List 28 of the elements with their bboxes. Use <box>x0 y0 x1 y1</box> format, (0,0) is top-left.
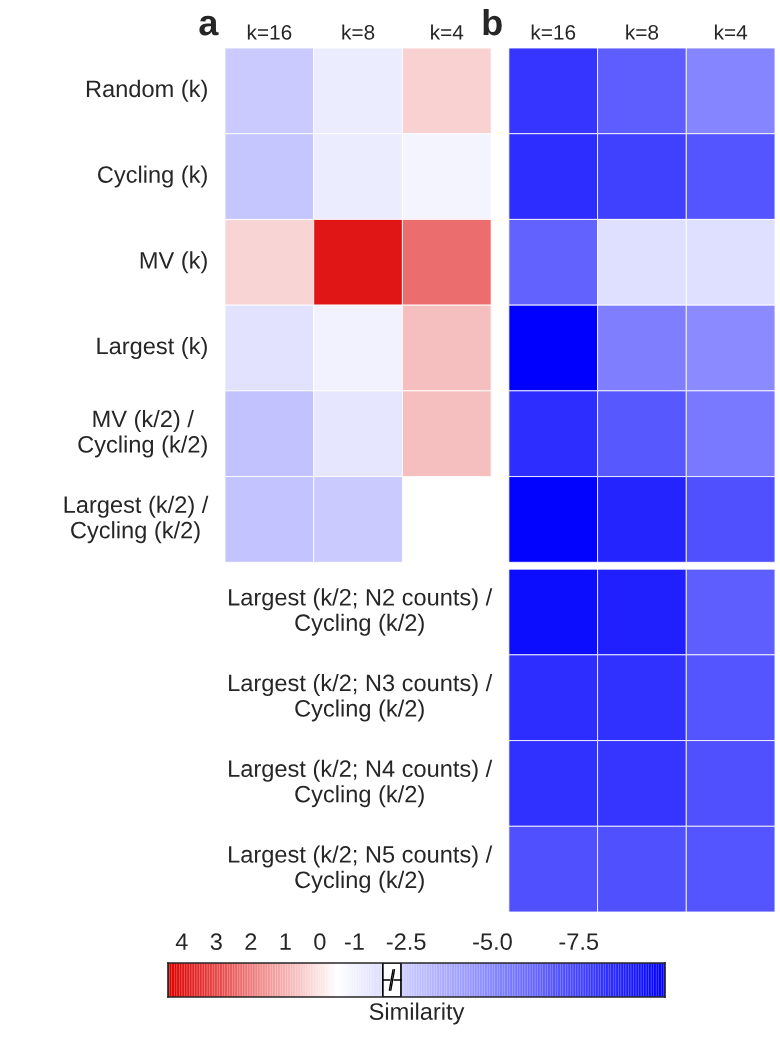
x-tick-label: k=4 <box>431 24 464 40</box>
color-bar-label: 3 <box>210 933 222 950</box>
x-tick-label: k=16 <box>531 24 576 40</box>
x-tick-label: k=8 <box>342 24 375 40</box>
x-tick-label: k=8 <box>626 24 659 40</box>
y-tick-label: Largest (k/2) / Cycling (k/2) <box>64 495 209 544</box>
y-tick-label: Largest (k/2; N2 counts) / Cycling (k/2) <box>229 588 493 636</box>
text: a <box>199 15 219 36</box>
color-bar-label: -5.0 <box>473 933 512 950</box>
y-tick-label: Random (k) <box>86 79 207 102</box>
x-tick-label: k=16 <box>247 24 292 40</box>
x-tick-label: k=4 <box>714 24 748 40</box>
color-bar-label: 0 <box>314 933 326 950</box>
y-tick-label: Largest (k/2; N3 counts) / Cycling (k/2) <box>229 673 493 722</box>
color-bar-title: Similarity <box>369 1002 465 1025</box>
color-bar-label: -7.5 <box>559 933 599 950</box>
y-tick-label: MV (k/2) / Cycling (k/2) <box>78 409 207 458</box>
y-tick-label: Cycling (k) <box>98 165 207 188</box>
y-tick-label: Largest (k/2; N4 counts) / Cycling (k/2) <box>229 759 493 808</box>
color-bar-label: 4 <box>175 933 188 950</box>
y-tick-label: MV (k) <box>140 251 207 274</box>
color-bar-label: -2.5 <box>386 933 426 950</box>
text: b <box>483 8 502 36</box>
color-bar-label: 2 <box>245 933 257 950</box>
color-bar-label: -1 <box>344 933 364 950</box>
color-bar-label: 1 <box>280 933 291 950</box>
y-tick-label: Largest (k) <box>97 336 207 360</box>
y-tick-label: Largest (k/2; N5 counts) / Cycling (k/2) <box>229 845 493 893</box>
